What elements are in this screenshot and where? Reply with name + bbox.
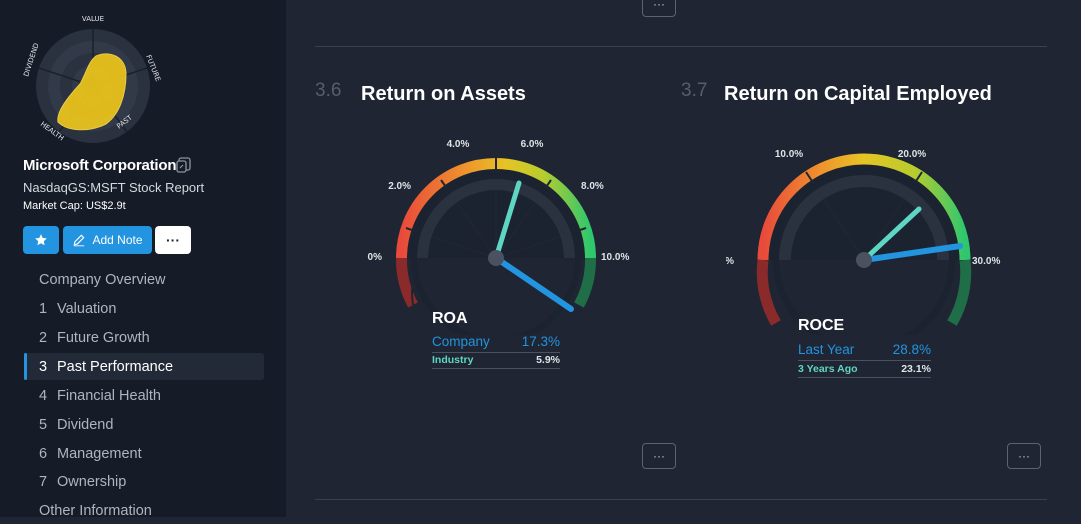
- roa-more-button[interactable]: ···: [642, 443, 676, 469]
- roce-needle-hub: [856, 252, 872, 268]
- roa-tick-label: 4.0%: [447, 139, 470, 150]
- roce-3-years-label: 3 Years Ago: [798, 363, 858, 375]
- nav-item-past-performance[interactable]: 3 Past Performance: [24, 353, 264, 380]
- roce-last-year-label: Last Year: [798, 342, 855, 357]
- roa-industry-label: Industry: [432, 354, 474, 366]
- nav-item-label: Future Growth: [57, 329, 150, 346]
- roce-last-year-needle: [861, 243, 963, 263]
- main-content: ··· 3.6 Return on Assets: [286, 0, 1081, 517]
- roa-company-value: 17.3%: [521, 334, 560, 349]
- nav-company-overview[interactable]: Company Overview: [39, 271, 166, 288]
- roce-tick-label: 20.0%: [898, 149, 926, 160]
- nav-item-number: 6: [39, 445, 48, 462]
- add-note-label: Add Note: [92, 233, 143, 247]
- roa-tick-label: 2.0%: [388, 181, 411, 192]
- nav-item-number: 2: [39, 329, 48, 346]
- roce-metric-name: ROCE: [798, 317, 845, 334]
- pencil-icon: [74, 234, 85, 247]
- roce-3-years-row: 3 Years Ago 23.1%: [798, 363, 931, 378]
- snowflake-shape: [57, 53, 127, 131]
- roce-gauge-arc-high: [947, 259, 972, 326]
- watchlist-star-button[interactable]: [23, 226, 59, 254]
- roce-tick-label: 10.0%: [775, 149, 803, 160]
- roce-3-years-needle: [861, 206, 922, 263]
- section-divider-bottom: [315, 499, 1047, 500]
- nav-item-label: Financial Health: [57, 387, 161, 404]
- nav-item-label: Past Performance: [57, 358, 174, 375]
- star-icon: [35, 234, 47, 246]
- roce-last-year-row: Last Year 28.8%: [798, 342, 931, 361]
- nav-item-dividend[interactable]: 5 Dividend: [24, 411, 264, 438]
- roce-more-button[interactable]: ···: [1007, 443, 1041, 469]
- company-name: Microsoft Corporation: [23, 157, 177, 174]
- nav-item-label: Dividend: [57, 416, 114, 433]
- nav-other-information[interactable]: Other Information: [39, 502, 152, 519]
- roa-metric-name: ROA: [432, 310, 468, 327]
- nav-item-valuation[interactable]: 1 Valuation: [24, 295, 264, 322]
- nav-item-number: 4: [39, 387, 48, 404]
- roa-gauge-arc-high: [574, 257, 596, 308]
- roa-tick-label: 0%: [368, 252, 383, 263]
- more-options-button[interactable]: ···: [155, 226, 191, 254]
- nav-item-number: 1: [39, 300, 48, 317]
- nav-item-label: Valuation: [57, 300, 117, 317]
- roce-tick-label: 30.0%: [972, 256, 1000, 267]
- roa-gauge-arc-low: [396, 257, 418, 308]
- roa-tick-label: 8.0%: [581, 181, 604, 192]
- roa-industry-value: 5.9%: [536, 354, 560, 366]
- market-cap: Market Cap: US$2.9t: [23, 200, 126, 212]
- nav-item-ownership[interactable]: 7 Ownership: [24, 468, 264, 495]
- snowflake-label-value: VALUE: [82, 15, 104, 23]
- nav-item-management[interactable]: 6 Management: [24, 440, 264, 467]
- roa-company-row: Company 17.3%: [432, 334, 560, 353]
- snowflake-chart: VALUE FUTURE PAST HEALTH DIVIDEND: [22, 15, 162, 143]
- copy-icon[interactable]: [176, 157, 192, 173]
- nav-item-future-growth[interactable]: 2 Future Growth: [24, 324, 264, 351]
- roa-industry-row: Industry 5.9%: [432, 354, 560, 369]
- more-button-top[interactable]: ···: [642, 0, 676, 17]
- section-title-roce: Return on Capital Employed: [724, 83, 992, 105]
- nav-item-number: 7: [39, 473, 48, 490]
- nav-item-financial-health[interactable]: 4 Financial Health: [24, 382, 264, 409]
- roa-tick-label: 10.0%: [601, 252, 629, 263]
- roa-needle-hub: [488, 250, 504, 266]
- roa-company-needle: [493, 255, 574, 312]
- section-number-roa: 3.6: [315, 80, 342, 101]
- nav-item-label: Ownership: [57, 473, 127, 490]
- add-note-button[interactable]: Add Note: [63, 226, 152, 254]
- nav-item-label: Management: [57, 445, 142, 462]
- nav-item-number: 5: [39, 416, 48, 433]
- stock-report-label: NasdaqGS:MSFT Stock Report: [23, 180, 205, 195]
- roa-company-label: Company: [432, 334, 490, 349]
- roce-last-year-value: 28.8%: [892, 342, 931, 357]
- roce-3-years-value: 23.1%: [901, 363, 931, 375]
- roa-tick-label: 6.0%: [521, 139, 544, 150]
- roce-gauge: 0% 10.0% 20.0% 30.0%: [726, 149, 1000, 335]
- section-title-roa: Return on Assets: [361, 83, 526, 105]
- roa-gauge: 0% 2.0% 4.0% 6.0% 8.0% 10.0%: [368, 139, 629, 335]
- nav-item-number: 3: [39, 358, 48, 375]
- roa-industry-needle: [493, 180, 522, 261]
- section-number-roce: 3.7: [681, 80, 708, 101]
- roce-gauge-arc: [757, 153, 971, 261]
- roce-tick-label: 0%: [726, 256, 734, 267]
- section-divider-top: [315, 46, 1047, 47]
- roce-gauge-arc-low: [756, 259, 781, 326]
- sidebar: VALUE FUTURE PAST HEALTH DIVIDEND Micros…: [0, 0, 286, 519]
